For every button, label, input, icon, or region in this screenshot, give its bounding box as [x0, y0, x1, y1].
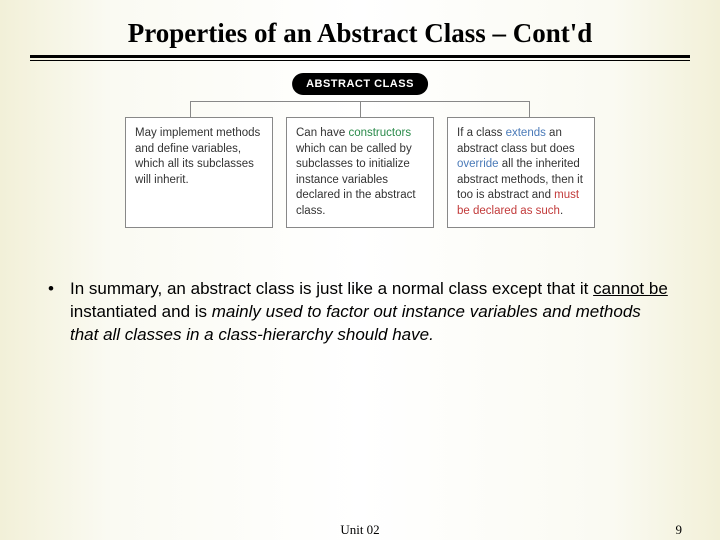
box3-g: .: [560, 205, 563, 217]
box1-text: May implement methods and define variabl…: [135, 127, 260, 186]
box3-a: If a class: [457, 127, 506, 139]
abstract-class-diagram: ABSTRACT CLASS May implement methods and…: [30, 89, 690, 228]
connector-v-right: [529, 101, 530, 117]
bullet-icon: •: [48, 278, 54, 301]
abstract-class-badge: ABSTRACT CLASS: [292, 73, 428, 95]
box2-highlight: constructors: [348, 127, 411, 139]
title-rule-thin: [30, 60, 690, 61]
box2-post: which can be called by subclasses to ini…: [296, 143, 416, 217]
property-box-1: May implement methods and define variabl…: [125, 117, 273, 228]
summary-s3: instantiated and is: [70, 302, 212, 321]
summary-s1: In summary, an abstract class is just li…: [70, 279, 593, 298]
footer-page-number: 9: [676, 522, 683, 538]
box3-override: override: [457, 158, 499, 170]
property-box-2: Can have constructors which can be calle…: [286, 117, 434, 228]
title-rule-thick: [30, 55, 690, 58]
connector-v-left: [190, 101, 191, 117]
slide-title: Properties of an Abstract Class – Cont'd: [30, 18, 690, 55]
summary-underlined: cannot be: [593, 279, 668, 298]
box3-extends: extends: [506, 127, 546, 139]
box2-pre: Can have: [296, 127, 348, 139]
footer-unit: Unit 02: [340, 522, 379, 538]
connector-v-center: [360, 101, 361, 117]
summary-bullet: • In summary, an abstract class is just …: [30, 278, 690, 347]
property-box-3: If a class extends an abstract class but…: [447, 117, 595, 228]
